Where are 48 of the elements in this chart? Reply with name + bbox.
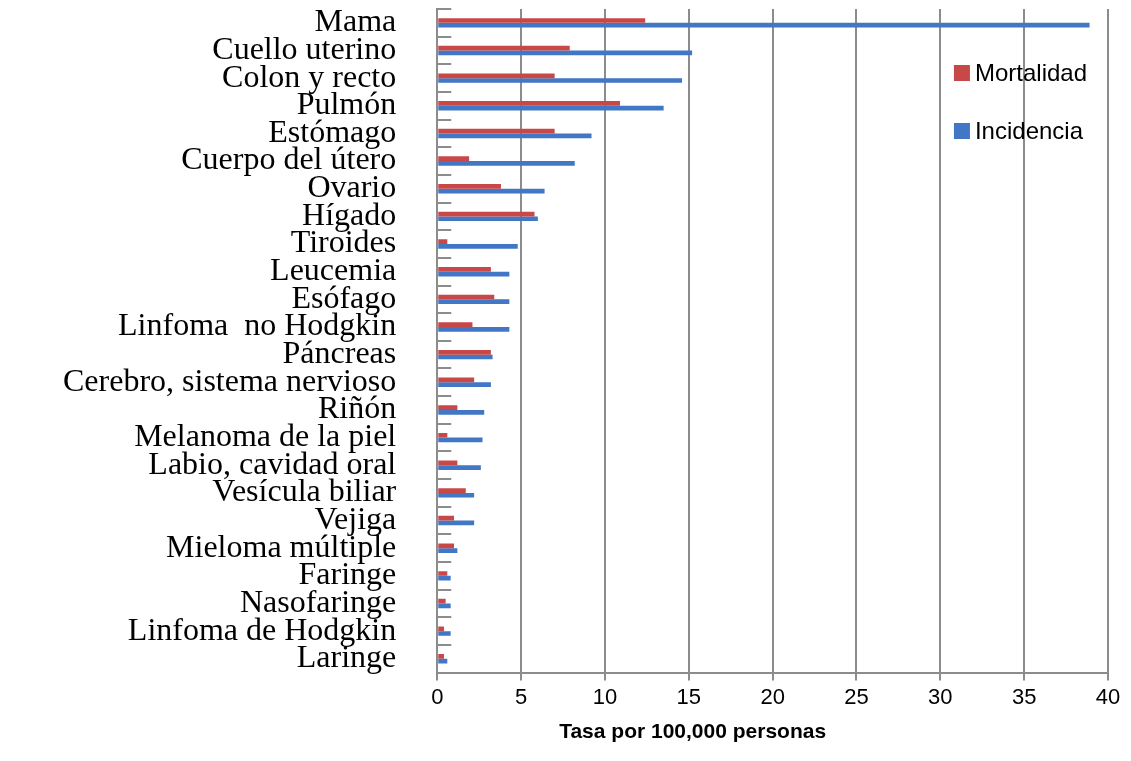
bar [438, 239, 448, 245]
bar [438, 73, 555, 79]
bar [438, 405, 458, 410]
bar [438, 575, 451, 581]
bar [438, 548, 458, 553]
bar [438, 244, 518, 249]
bar [438, 626, 444, 632]
bar [438, 654, 444, 659]
bar [438, 598, 446, 604]
bar [438, 322, 473, 327]
x-tick-label: 30 [928, 683, 953, 709]
bar [438, 216, 538, 222]
bar [438, 432, 448, 438]
bar [438, 515, 455, 521]
bar [438, 22, 1090, 28]
bar [438, 18, 646, 23]
x-tick-label: 25 [844, 683, 869, 709]
x-tick-label: 40 [1095, 683, 1121, 709]
bar [438, 184, 501, 189]
bar [438, 349, 491, 355]
bar [438, 78, 683, 83]
bar [438, 543, 455, 549]
bar [438, 326, 510, 332]
x-axis-title: Tasa por 100,000 personas [559, 719, 827, 743]
bar [438, 488, 466, 493]
bar [438, 382, 491, 387]
bar [438, 465, 481, 470]
x-tick-label: 20 [760, 683, 785, 709]
x-tick-label: 15 [676, 683, 702, 709]
bar [438, 101, 621, 106]
legend-label: Mortalidad [974, 58, 1088, 86]
bar [438, 603, 451, 609]
bar [438, 161, 575, 166]
bar [438, 156, 470, 162]
bar [438, 571, 448, 576]
bar [438, 409, 485, 415]
bar [438, 266, 491, 272]
bar [438, 50, 693, 56]
bar [438, 299, 510, 305]
legend-label: Incidencia [974, 116, 1084, 144]
bar [438, 492, 475, 498]
y-tick-label: Mama [314, 2, 397, 39]
x-tick-label: 5 [514, 683, 528, 709]
bar [438, 631, 451, 636]
x-tick-label: 10 [592, 683, 618, 709]
x-tick-label: 0 [431, 683, 444, 709]
bar [438, 133, 592, 139]
x-tick-label: 35 [1011, 683, 1037, 709]
